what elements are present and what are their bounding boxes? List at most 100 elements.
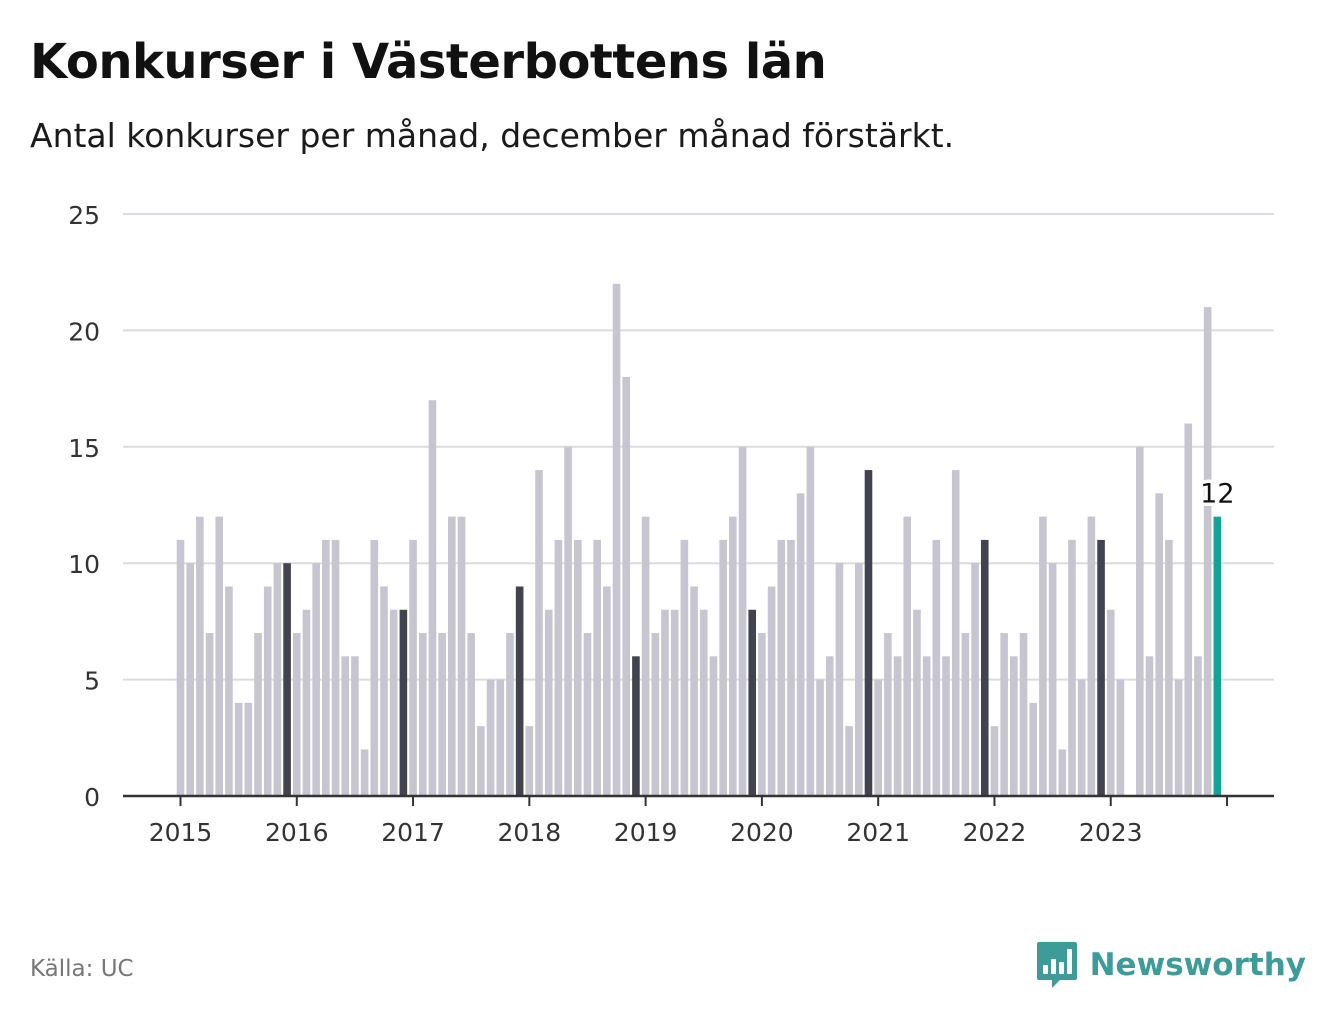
bar	[205, 633, 214, 796]
bar	[845, 726, 853, 796]
bar	[825, 656, 834, 796]
bar	[467, 633, 475, 796]
bar	[1194, 656, 1202, 796]
bar	[680, 539, 689, 796]
bar	[796, 493, 805, 796]
x-tick-label: 2015	[149, 818, 213, 847]
bar	[225, 586, 233, 796]
x-axis: 2015 2016 2017 2018 2019 2020 2021 2022 2023	[123, 794, 1274, 847]
bar	[603, 586, 611, 796]
bar	[448, 516, 456, 796]
bar	[273, 563, 282, 796]
bar	[622, 376, 631, 796]
bar	[583, 633, 592, 796]
bar	[893, 656, 902, 796]
bar	[1058, 749, 1067, 796]
bar	[748, 609, 757, 796]
bar	[806, 446, 815, 796]
bar	[1213, 516, 1222, 796]
bar	[1145, 656, 1154, 796]
bar	[1077, 679, 1086, 796]
bar	[244, 702, 253, 796]
bar	[573, 539, 582, 796]
bar	[670, 609, 679, 796]
y-tick-label: 5	[84, 667, 100, 696]
x-tick-label: 2023	[1079, 818, 1143, 847]
bar	[186, 563, 194, 796]
bar	[196, 516, 204, 796]
y-tick-label: 15	[68, 434, 100, 463]
bar	[661, 609, 669, 796]
bar	[884, 633, 892, 796]
bar	[903, 516, 912, 796]
bar	[1048, 563, 1057, 796]
bar	[1097, 539, 1105, 796]
y-tick-label: 25	[68, 201, 100, 230]
bar	[971, 563, 979, 796]
x-tick-label: 2017	[381, 818, 445, 847]
bar	[486, 679, 495, 796]
bar	[767, 586, 776, 796]
bar	[322, 539, 330, 796]
bar	[1019, 633, 1028, 796]
brand: Newsworthy	[1036, 940, 1306, 990]
bar	[1203, 307, 1212, 796]
bar	[370, 539, 379, 796]
bars	[176, 283, 1222, 797]
bar	[777, 539, 786, 796]
bar	[389, 609, 398, 796]
newsworthy-logo-icon	[1036, 942, 1077, 988]
bar	[1068, 539, 1076, 796]
bar	[477, 726, 485, 796]
chart-title: Konkurser i Västerbottens län	[30, 34, 827, 90]
bar	[418, 633, 427, 796]
bar	[554, 539, 563, 796]
bar	[1087, 516, 1096, 796]
bar	[913, 609, 921, 796]
y-axis-ticks: 0 5 10 15 20 25	[68, 201, 100, 812]
bar	[651, 633, 660, 796]
bar	[234, 702, 243, 796]
bar	[864, 470, 873, 796]
bar	[254, 633, 262, 796]
y-tick-label: 10	[68, 550, 100, 579]
bar	[457, 516, 466, 796]
bar	[438, 633, 446, 796]
bar	[641, 516, 650, 796]
bar	[729, 516, 737, 796]
bar	[1000, 633, 1008, 796]
bar	[709, 656, 718, 796]
bar	[632, 656, 640, 796]
bar	[690, 586, 698, 796]
bar	[409, 539, 417, 796]
bar	[1116, 679, 1125, 796]
bar	[215, 516, 224, 796]
brand-name: Newsworthy	[1089, 947, 1306, 983]
bar	[1029, 702, 1038, 796]
bar	[1039, 516, 1047, 796]
bar	[612, 283, 621, 797]
bar	[176, 539, 185, 796]
source-note: Källa: UC	[30, 956, 134, 982]
bar	[1010, 656, 1018, 796]
x-tick-label: 2020	[730, 818, 794, 847]
bar	[1155, 493, 1163, 796]
bar	[855, 563, 863, 796]
bar	[302, 609, 311, 796]
bar	[312, 563, 320, 796]
bar	[341, 656, 350, 796]
bar	[942, 656, 950, 796]
bar	[263, 586, 272, 796]
bar	[283, 563, 291, 796]
bar	[787, 539, 795, 796]
bar	[515, 586, 524, 796]
x-tick-label: 2022	[963, 818, 1027, 847]
x-tick-label: 2016	[265, 818, 329, 847]
bar	[835, 563, 844, 796]
bar	[506, 633, 514, 796]
bar	[699, 609, 708, 796]
bar	[292, 633, 301, 796]
bar	[496, 679, 505, 796]
latest-value-label: 12	[1200, 479, 1234, 510]
